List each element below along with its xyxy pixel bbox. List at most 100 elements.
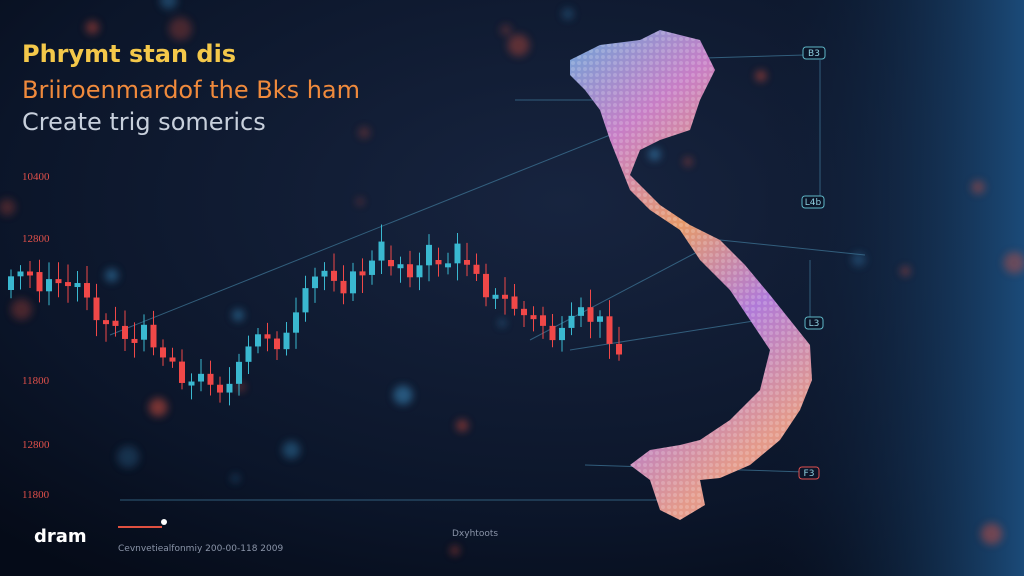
candle-body <box>511 296 518 309</box>
bokeh <box>0 0 1024 556</box>
bokeh-dot <box>236 382 246 392</box>
candle-body <box>606 316 613 344</box>
map-label: L3 <box>809 319 820 329</box>
axis-label: 11800 <box>22 489 50 501</box>
candle-body <box>8 276 14 290</box>
candle-body <box>93 297 100 321</box>
bokeh-dot <box>683 157 693 167</box>
map-label: B3 <box>808 49 820 59</box>
axis-label: 10400 <box>22 171 50 183</box>
bokeh-dot <box>159 0 178 10</box>
bokeh-dot <box>851 252 866 267</box>
subtitle: Briiroenmardof the Bks ham <box>22 76 360 104</box>
candle-body <box>426 244 432 266</box>
candle-body <box>331 270 337 281</box>
candle-body <box>435 260 442 265</box>
footer-caption: Cevnvetiealfonmiy 200-00-118 2009 <box>118 544 283 554</box>
candle-body <box>397 264 404 269</box>
bokeh-dot <box>456 419 469 432</box>
map-texture <box>570 30 812 520</box>
candle-body <box>549 325 556 341</box>
bokeh-dot <box>393 385 413 405</box>
candle-body <box>179 361 185 383</box>
candle-body <box>198 373 204 382</box>
candle-body <box>274 338 280 350</box>
candle-body <box>103 320 109 325</box>
bokeh-dot <box>498 318 507 328</box>
candle-body <box>141 324 147 340</box>
bokeh-dot <box>85 20 100 35</box>
bokeh-dot <box>168 17 192 41</box>
candle-body <box>350 271 356 294</box>
candle-body <box>226 383 233 393</box>
bokeh-dot <box>500 24 512 36</box>
map-label: L4b <box>805 198 822 208</box>
candle-body <box>597 316 603 322</box>
candle-body <box>245 346 252 362</box>
candle-body <box>359 271 366 276</box>
candle-body <box>407 264 413 278</box>
candle-body <box>530 315 537 320</box>
bokeh-dot <box>450 545 460 556</box>
connector-lines <box>109 54 866 501</box>
bokeh-dot <box>148 397 168 417</box>
bokeh-dot <box>104 268 119 283</box>
bokeh-dot <box>507 34 530 57</box>
bokeh-dot <box>232 309 245 322</box>
candle-body <box>388 260 394 267</box>
candle-body <box>559 327 565 341</box>
bokeh-dot <box>358 126 370 139</box>
candle-body <box>207 373 214 385</box>
candle-body <box>369 260 375 275</box>
candle-body <box>217 384 223 393</box>
candle-body <box>568 315 575 328</box>
candle-body <box>378 241 385 261</box>
candle-body <box>283 332 290 350</box>
tagline: Create trig somerics <box>22 108 266 136</box>
bokeh-dot <box>1003 251 1024 274</box>
bokeh-dot <box>0 198 16 216</box>
candle-body <box>302 288 309 313</box>
axis-label: 12800 <box>22 439 50 451</box>
candle-body <box>264 334 271 339</box>
candle-body <box>65 282 71 287</box>
candle-body <box>578 307 584 316</box>
candle-body <box>464 260 470 265</box>
axis-label: 12800 <box>22 233 50 245</box>
bokeh-dot <box>117 445 140 468</box>
bokeh-dot <box>755 70 767 82</box>
candle-body <box>74 283 81 288</box>
title: Phrymt stan dis <box>22 40 236 68</box>
candle-body <box>321 270 328 277</box>
footer-dot <box>161 519 167 525</box>
candle-body <box>150 324 157 348</box>
bokeh-dot <box>971 180 986 195</box>
bokeh-dot <box>900 266 911 277</box>
candle-body <box>188 381 195 386</box>
candle-body <box>445 263 451 268</box>
candle-body <box>312 276 318 289</box>
map-label: F3 <box>804 469 815 479</box>
candle-body <box>454 243 461 264</box>
candle-body <box>616 343 622 355</box>
candle-body <box>169 357 176 362</box>
candle-body <box>502 294 508 299</box>
candle-body <box>36 272 43 292</box>
bokeh-dot <box>648 148 661 161</box>
candle-body <box>293 312 299 333</box>
candle-body <box>17 271 24 277</box>
candle-body <box>416 265 423 278</box>
candle-body <box>27 271 33 276</box>
bokeh-dot <box>282 441 301 459</box>
bokeh-dot <box>356 197 364 206</box>
footer-note: Dxyhtoots <box>452 529 498 539</box>
candle-body <box>84 283 90 298</box>
candle-body <box>255 334 261 347</box>
bokeh-dot <box>561 7 574 20</box>
candle-body <box>46 279 52 292</box>
bokeh-dot <box>980 523 1003 545</box>
candle-body <box>587 307 594 322</box>
glow <box>760 0 1024 576</box>
